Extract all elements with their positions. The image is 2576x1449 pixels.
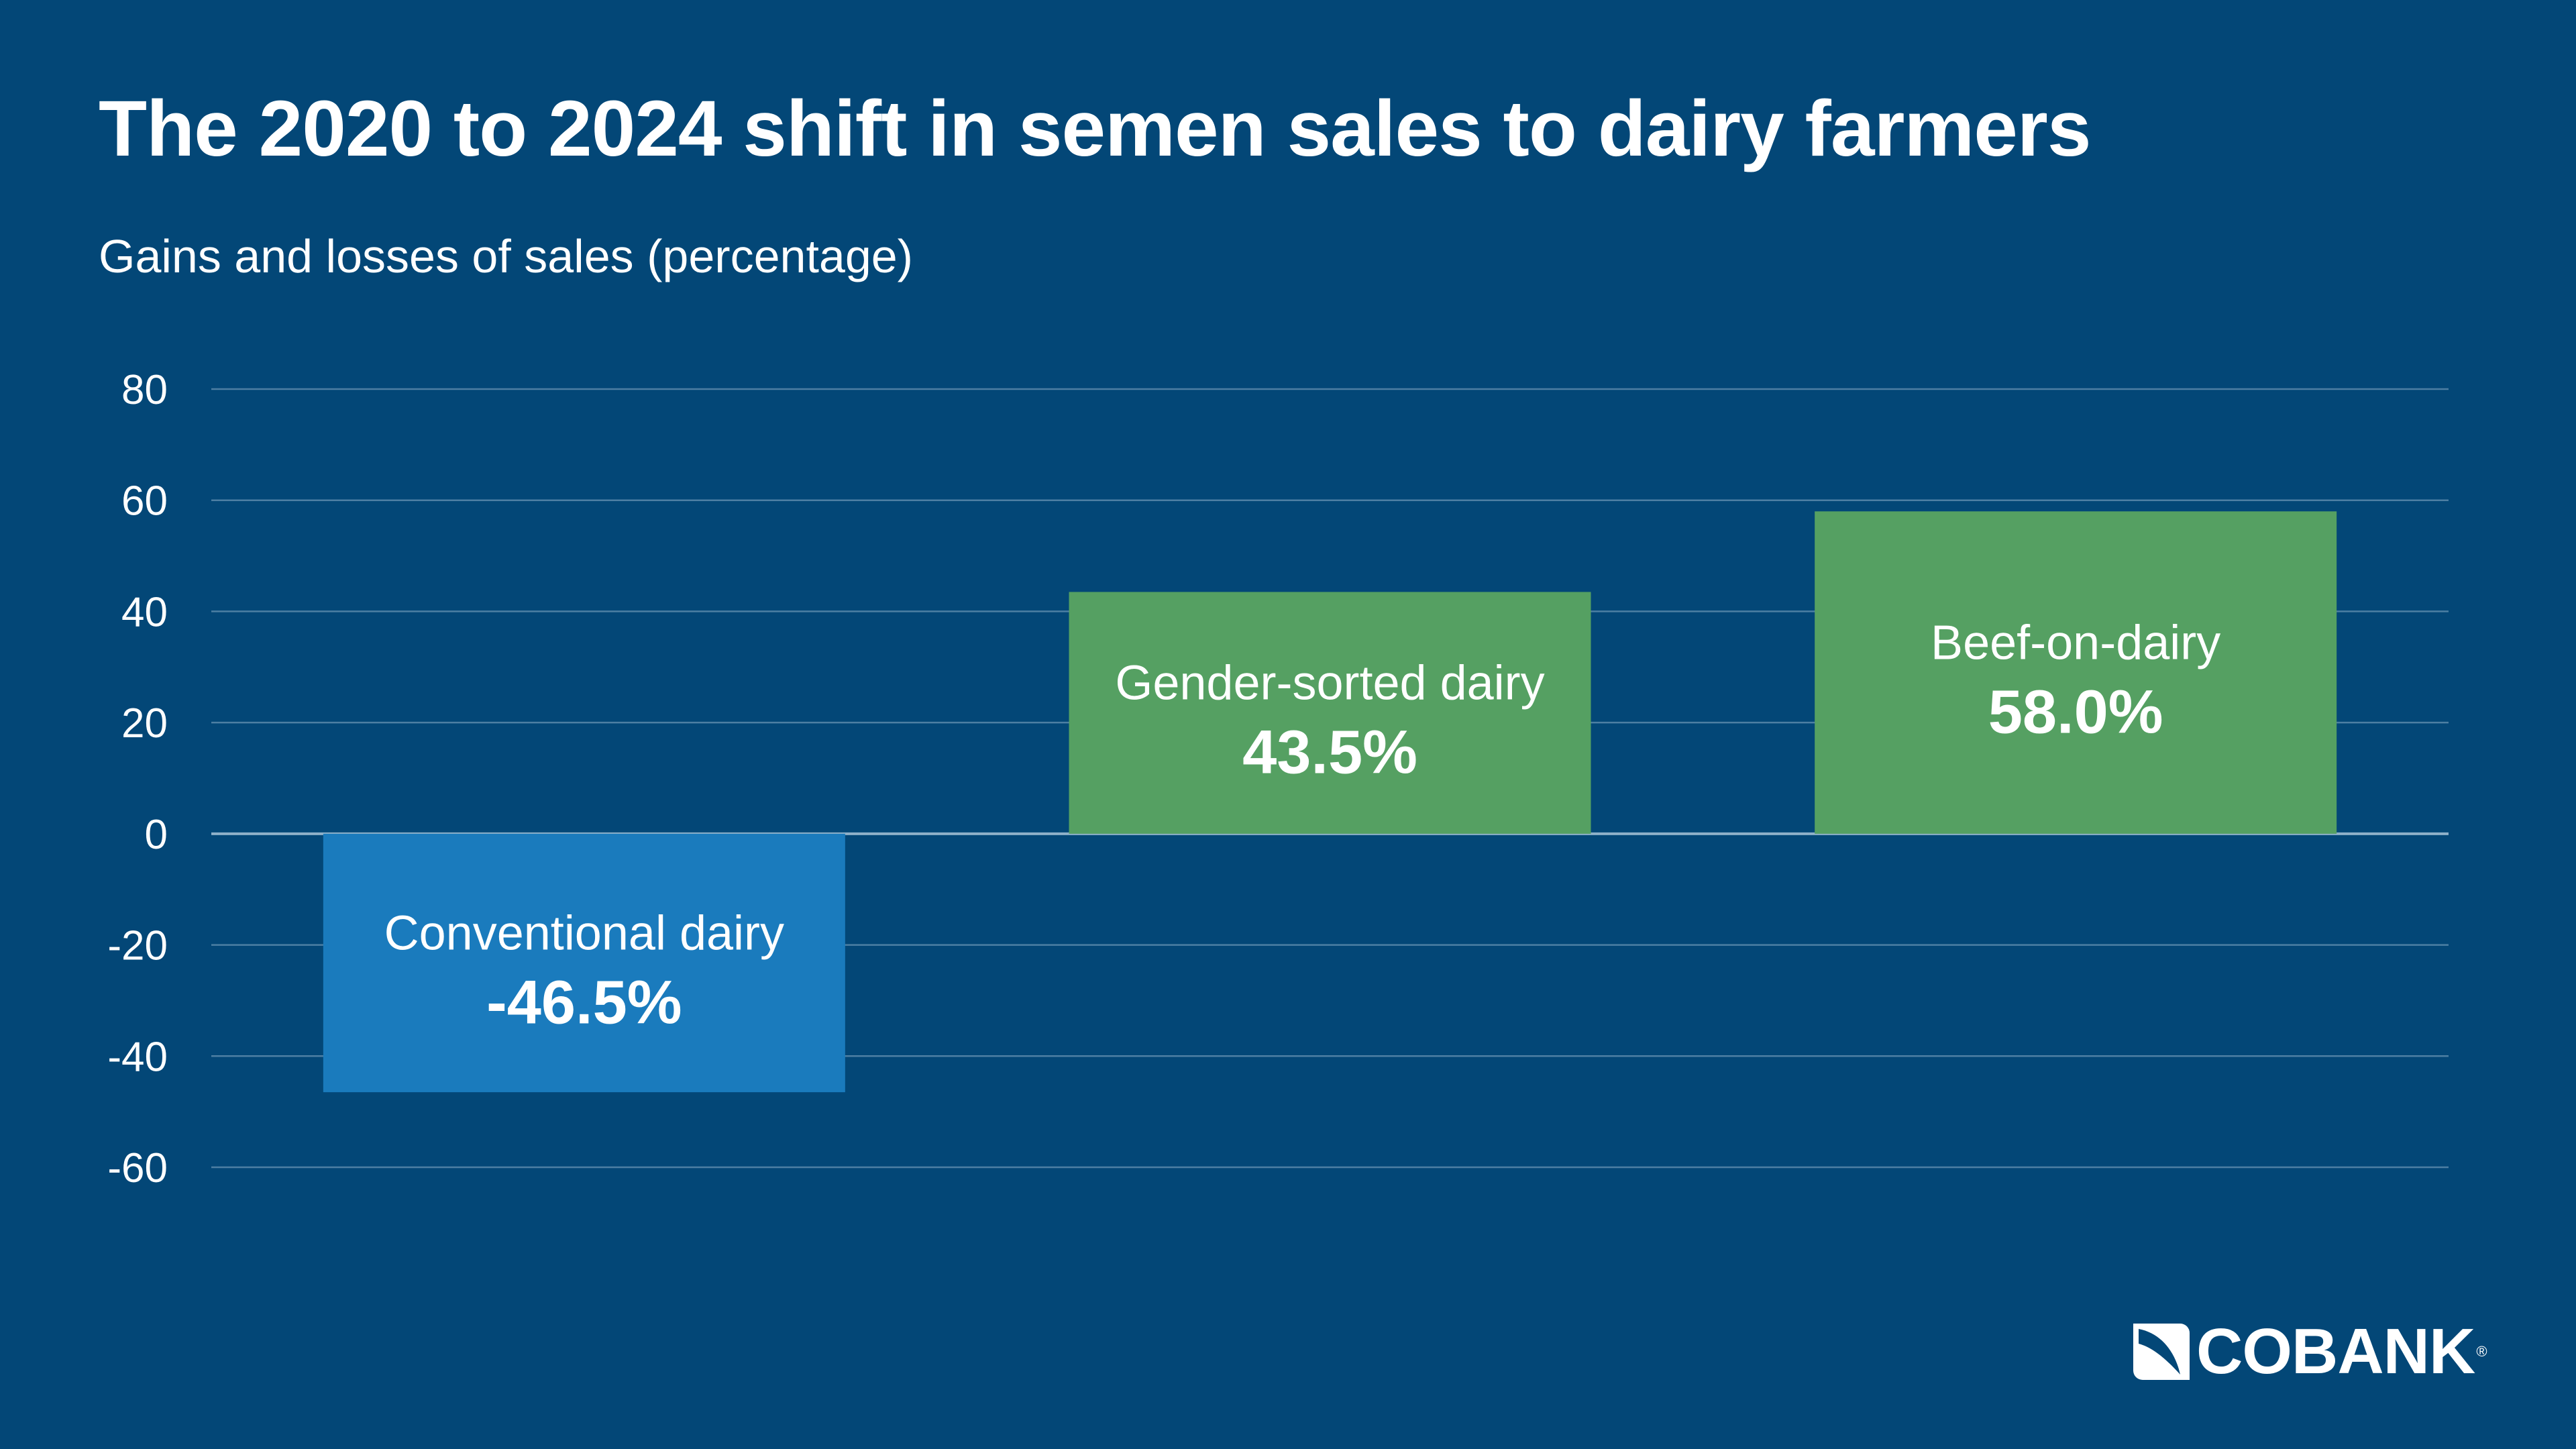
y-tick-label: 20 [121,700,168,747]
bars [323,511,2337,1093]
value-label: -46.5% [486,969,682,1037]
y-tick-label: -60 [107,1145,168,1191]
category-label: Beef-on-dairy [1931,616,2220,670]
cobank-mark-icon [2133,1324,2190,1380]
y-tick-label: 60 [121,478,168,525]
bar-beef-on-dairy [1815,511,2337,834]
bar-labels: Conventional dairy -46.5% Gender-sorted da… [384,616,2221,1037]
value-label: 43.5% [1242,718,1417,787]
category-label: Conventional dairy [384,907,784,961]
y-tick-label: -40 [107,1034,168,1080]
y-tick-label: -20 [107,923,168,969]
chart-subtitle: Gains and losses of sales (percentage) [99,230,913,282]
y-tick-label: 80 [121,367,168,413]
value-label: 58.0% [1988,678,2163,747]
y-axis-ticks: 80 60 40 20 0 -20 -40 -60 [107,367,168,1191]
category-label: Gender-sorted dairy [1115,657,1544,710]
cobank-logo: COBANK ® [2133,1318,2487,1385]
bar-conventional-dairy [323,833,845,1093]
logo-registered-mark: ® [2476,1343,2487,1360]
bar-gender-sorted-dairy [1069,592,1591,834]
y-tick-label: 0 [145,812,168,858]
chart-title: The 2020 to 2024 shift in semen sales to… [99,85,2091,173]
logo-text: COBANK [2196,1316,2475,1387]
y-tick-label: 40 [121,589,168,635]
